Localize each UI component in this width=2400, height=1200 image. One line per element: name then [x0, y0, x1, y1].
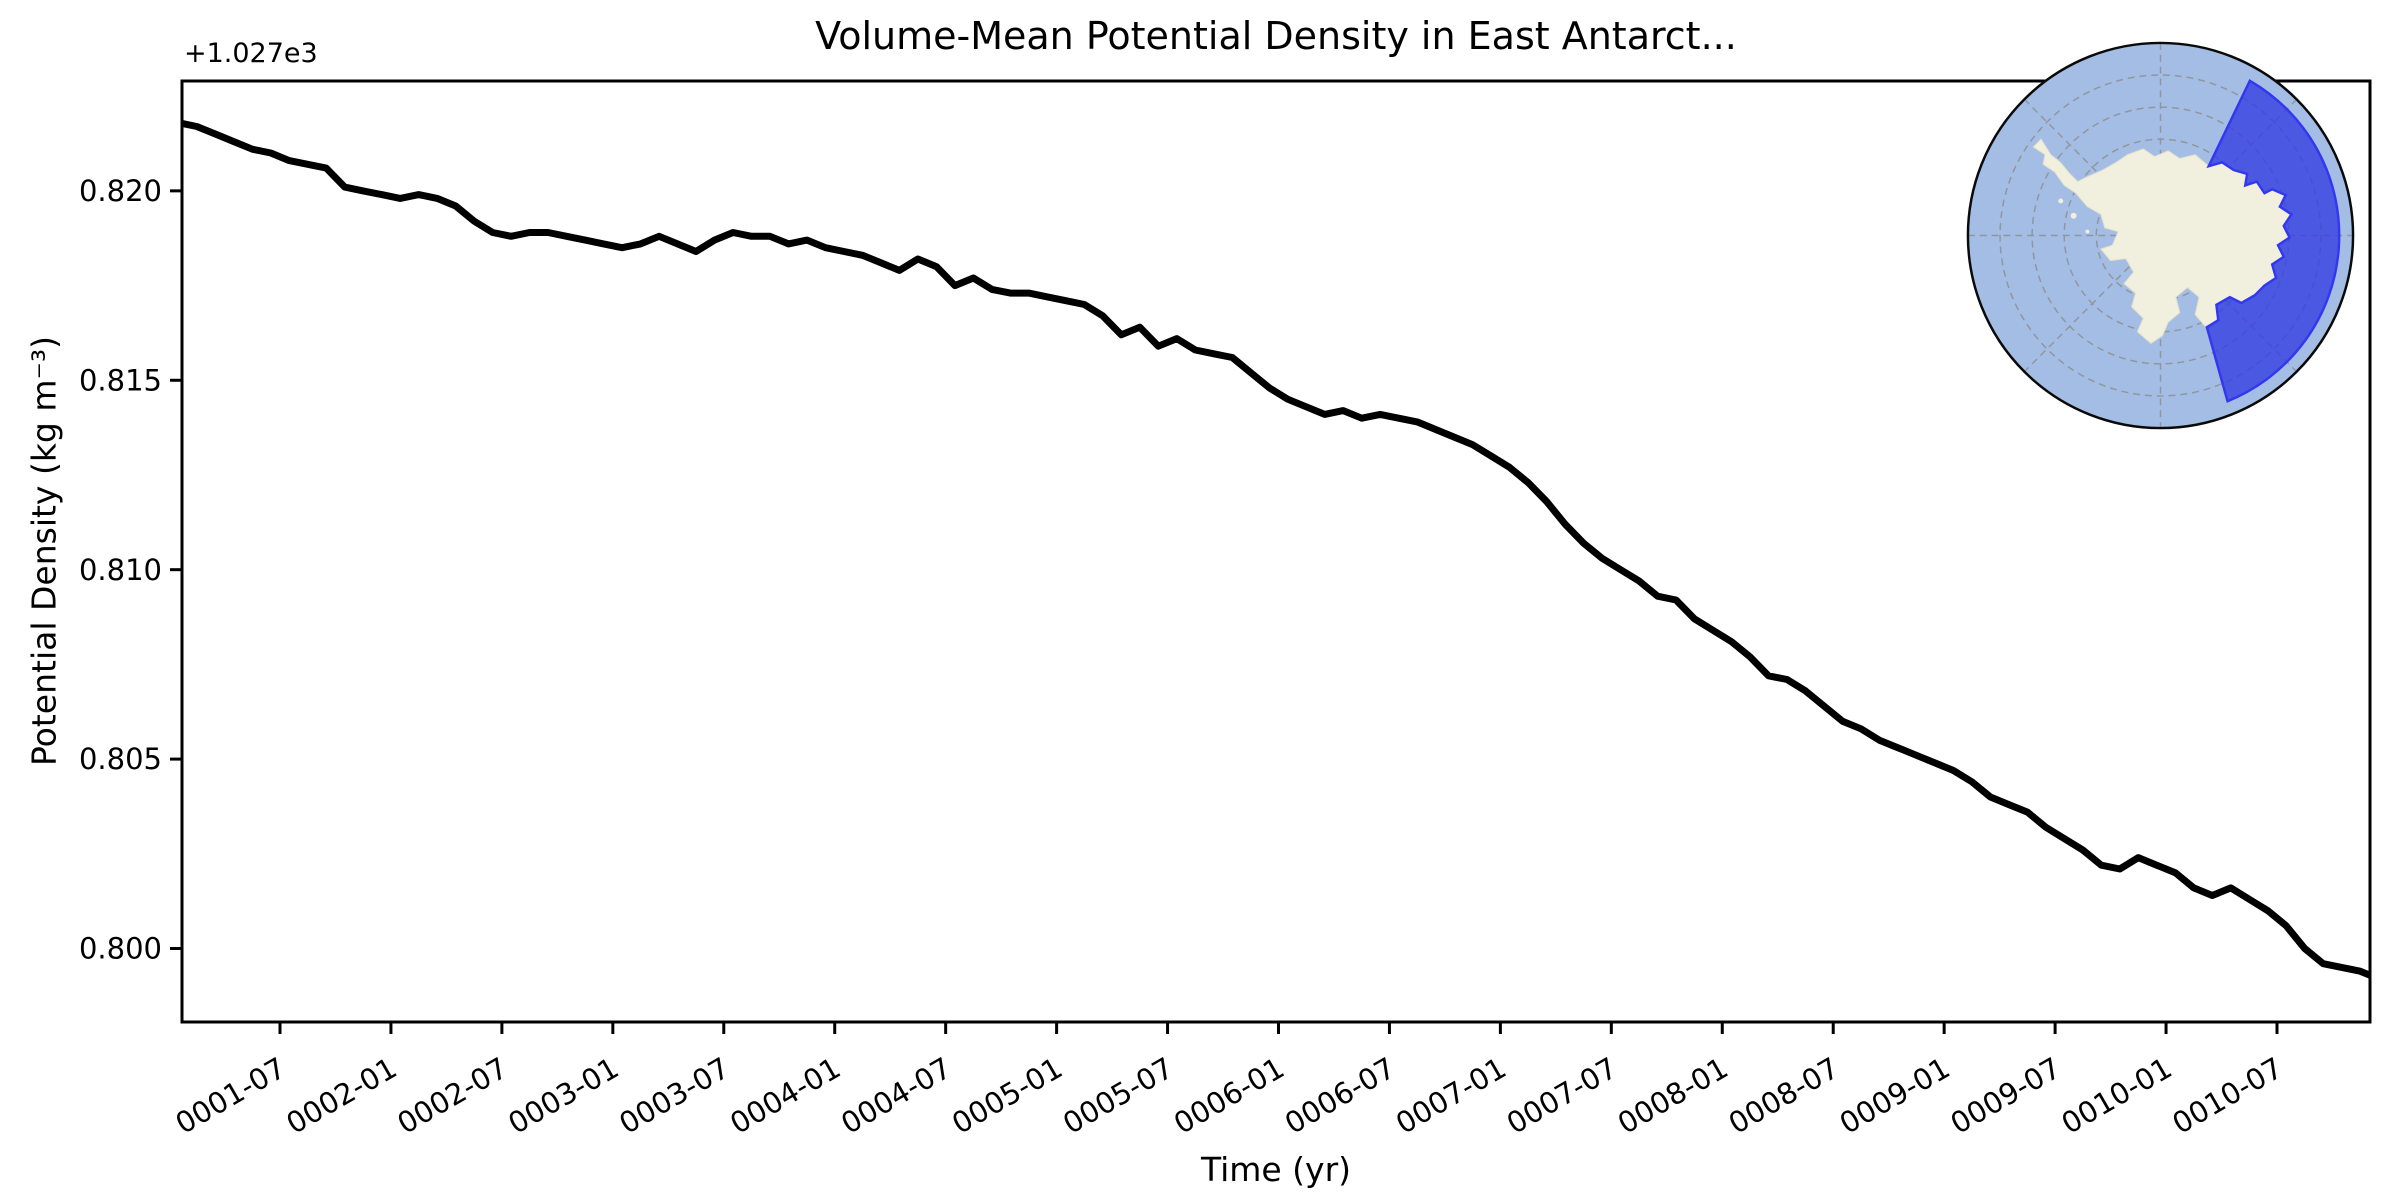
svg-text:0009-07: 0009-07	[1945, 1051, 2067, 1141]
svg-text:0007-07: 0007-07	[1501, 1051, 1623, 1141]
svg-text:0002-01: 0002-01	[281, 1051, 403, 1141]
svg-text:0.810: 0.810	[79, 553, 162, 587]
highlighted-region-east-antarctica	[2205, 79, 2341, 403]
island	[2058, 198, 2064, 204]
map-outline	[1966, 41, 2355, 430]
svg-text:0003-07: 0003-07	[613, 1051, 735, 1141]
svg-text:0001-07: 0001-07	[170, 1051, 292, 1141]
antarctica-inset-map	[1966, 41, 2355, 430]
svg-text:0.815: 0.815	[79, 363, 162, 397]
svg-text:0004-07: 0004-07	[835, 1051, 957, 1141]
y-axis-label: Potential Density (kg m⁻³)	[24, 335, 64, 767]
svg-text:0003-01: 0003-01	[502, 1051, 624, 1141]
chart-title: Volume-Mean Potential Density in East An…	[815, 14, 1737, 58]
svg-text:0010-07: 0010-07	[2167, 1051, 2289, 1141]
svg-text:0010-01: 0010-01	[2056, 1051, 2178, 1141]
svg-text:0009-01: 0009-01	[1834, 1051, 1956, 1141]
svg-text:0005-01: 0005-01	[946, 1051, 1068, 1141]
svg-text:0.820: 0.820	[79, 174, 162, 208]
y-axis-ticks: 0.820 0.815 0.810 0.805 0.800	[79, 174, 182, 966]
y-axis-offset-text: +1.027e3	[184, 38, 318, 69]
svg-text:0006-01: 0006-01	[1168, 1051, 1290, 1141]
svg-text:0.805: 0.805	[79, 742, 162, 776]
svg-text:0005-07: 0005-07	[1057, 1051, 1179, 1141]
svg-text:0004-01: 0004-01	[724, 1051, 846, 1141]
x-axis-ticks: 0001-070002-010002-070003-010003-070004-…	[170, 1022, 2289, 1141]
svg-text:0006-07: 0006-07	[1279, 1051, 1401, 1141]
island	[2085, 229, 2090, 234]
svg-text:0.800: 0.800	[79, 932, 162, 966]
svg-text:0008-01: 0008-01	[1612, 1051, 1734, 1141]
svg-text:0002-07: 0002-07	[391, 1051, 513, 1141]
island	[2070, 212, 2077, 219]
data-line	[182, 119, 2370, 980]
axes-frame	[180, 79, 2372, 1024]
x-axis-label: Time (yr)	[1200, 1150, 1352, 1189]
svg-text:0007-01: 0007-01	[1390, 1051, 1512, 1141]
svg-text:0008-07: 0008-07	[1723, 1051, 1845, 1141]
